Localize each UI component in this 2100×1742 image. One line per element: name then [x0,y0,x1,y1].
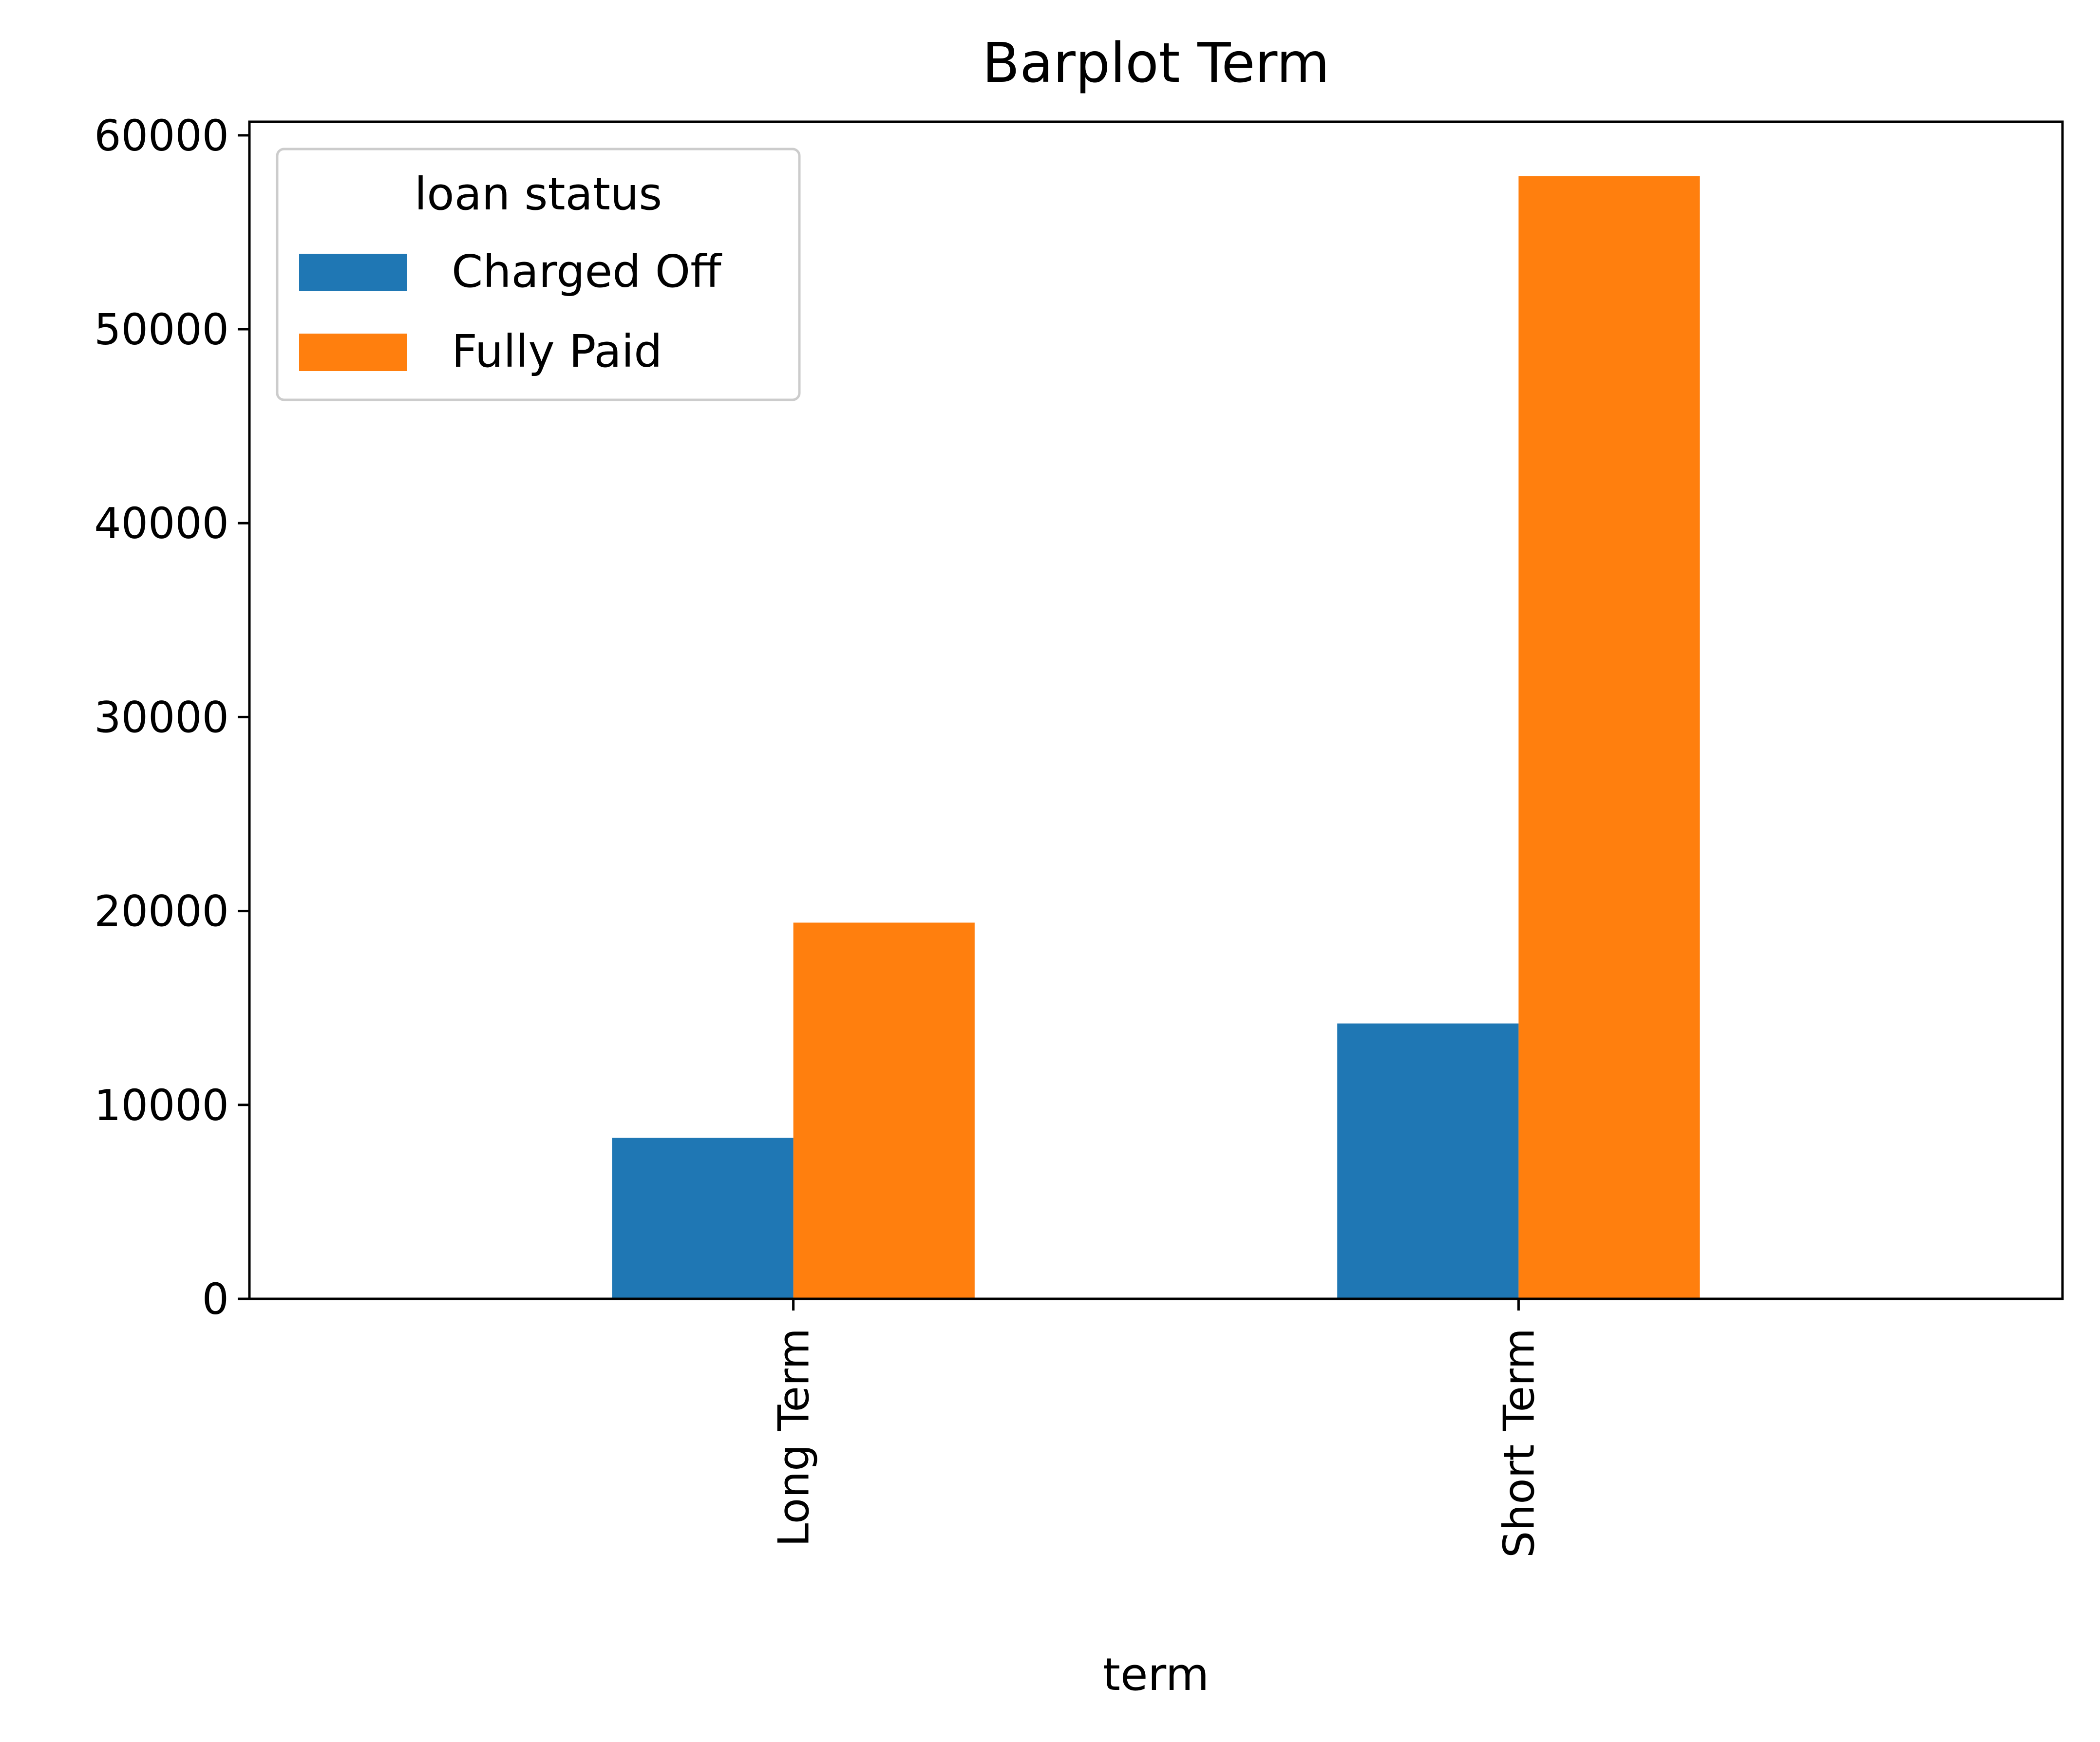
x-axis-ticks: Long Term Short Term [769,1299,1544,1558]
y-tick-label: 50000 [94,305,229,355]
bar-charged-off [1337,1023,1519,1299]
y-tick-label: 0 [202,1274,229,1324]
x-tick-label: Long Term [769,1328,819,1547]
legend-title: loan status [415,168,662,220]
legend-entries: Charged Off Fully Paid [299,245,722,377]
x-tick-label: Short Term [1494,1328,1544,1558]
y-tick-label: 10000 [94,1081,229,1130]
plot-area-frame [248,120,2064,1300]
legend-label: Charged Off [452,245,722,298]
chart-title: Barplot Term [982,32,1329,95]
bar-charged-off [612,1138,794,1299]
y-tick-label: 30000 [94,693,229,742]
bar-fully-paid [1518,176,1700,1299]
y-axis-ticks: 0 10000 20000 30000 40000 50000 60000 [94,111,249,1324]
legend: loan status Charged Off Fully Paid [276,148,801,401]
legend-swatch [299,254,407,291]
legend-label: Fully Paid [452,325,662,377]
y-tick-label: 60000 [94,111,229,161]
y-tick-label: 20000 [94,887,229,937]
bars [612,176,1700,1299]
bar-fully-paid [793,922,975,1299]
x-axis-title: term [1103,1648,1210,1701]
legend-swatch [299,334,407,371]
legend-frame [276,148,801,401]
y-tick-label: 40000 [94,499,229,548]
